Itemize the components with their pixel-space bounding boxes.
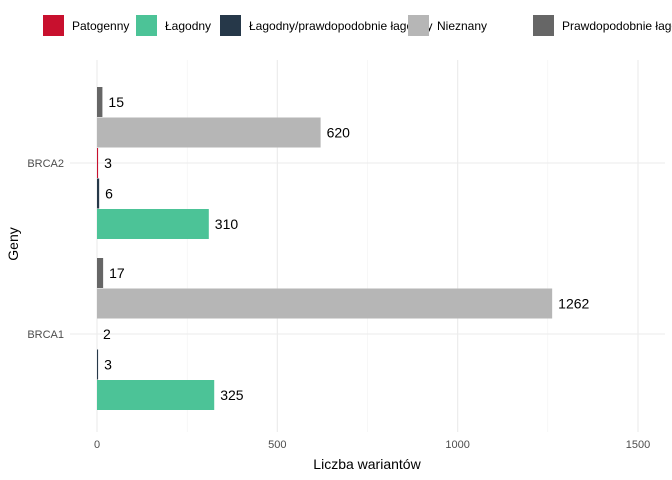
bar-brca2-patogenny <box>97 148 99 178</box>
bars <box>97 87 553 410</box>
legend-label-lagodny: Łagodny <box>165 19 211 33</box>
data-label-brca2-patogenny: 3 <box>104 155 112 171</box>
data-labels: 325 3 2 1262 17 310 6 3 620 15 <box>103 94 590 403</box>
bar-brca1-lagodny <box>97 380 215 410</box>
y-axis-title: Geny <box>5 227 21 260</box>
legend-item-lagodny-prawdopodobnie-lagodny: Łagodny/prawdopodobnie łagodny <box>220 15 433 36</box>
legend-item-prawdopodobnie-lagodny: Prawdopodobnie łagodny <box>533 15 672 36</box>
data-label-brca2-lagodny: 310 <box>215 216 239 232</box>
legend-item-nieznany: Nieznany <box>408 15 487 36</box>
bar-brca1-nieznany <box>97 288 553 319</box>
legend: Patogenny Łagodny Łagodny/prawdopodobnie ł… <box>43 15 672 36</box>
y-tick-label-brca1: BRCA1 <box>27 329 64 341</box>
y-tick-label-brca2: BRCA2 <box>27 158 64 170</box>
legend-label-prawdopodobnie-lagodny: Prawdopodobnie łagodny <box>562 19 672 33</box>
legend-label-lagodny-prawdopodobnie-lagodny: Łagodny/prawdopodobnie łagodny <box>249 19 433 33</box>
legend-key-lagodny <box>136 15 157 36</box>
bar-brca2-lagodny-prawdopodobnie-lagodny <box>97 178 100 209</box>
x-axis-title: Liczba wariantów <box>313 456 421 472</box>
legend-key-lagodny-prawdopodobnie-lagodny <box>220 15 241 36</box>
data-label-brca1-prawdopodobnie-lagodny: 17 <box>109 265 125 281</box>
x-tick-label: 1000 <box>445 439 469 451</box>
legend-item-lagodny: Łagodny <box>136 15 211 36</box>
data-label-brca2-nieznany: 620 <box>327 125 351 141</box>
data-label-brca1-lagodny-prawdopodobnie-lagodny: 3 <box>104 357 112 373</box>
x-axis-ticks: 0 500 1000 1500 <box>94 439 650 451</box>
data-label-brca1-lagodny: 325 <box>220 387 244 403</box>
legend-key-nieznany <box>408 15 429 36</box>
legend-label-nieznany: Nieznany <box>437 19 487 33</box>
bar-brca2-prawdopodobnie-lagodny <box>97 87 103 117</box>
legend-label-patogenny: Patogenny <box>72 19 129 33</box>
bar-brca1-lagodny-prawdopodobnie-lagodny <box>97 349 99 380</box>
x-tick-label: 500 <box>268 439 286 451</box>
y-axis-ticks: BRCA1 BRCA2 <box>27 158 64 341</box>
gridlines <box>70 60 665 432</box>
data-label-brca1-nieznany: 1262 <box>558 296 589 312</box>
bar-brca1-prawdopodobnie-lagodny <box>97 258 104 288</box>
legend-key-patogenny <box>43 15 64 36</box>
data-label-brca2-prawdopodobnie-lagodny: 15 <box>108 94 124 110</box>
legend-key-prawdopodobnie-lagodny <box>533 15 554 36</box>
data-label-brca2-lagodny-prawdopodobnie-lagodny: 6 <box>105 186 113 202</box>
bar-brca2-nieznany <box>97 117 321 148</box>
x-tick-label: 1500 <box>626 439 650 451</box>
bar-brca2-lagodny <box>97 209 209 239</box>
legend-item-patogenny: Patogenny <box>43 15 129 36</box>
x-tick-label: 0 <box>94 439 100 451</box>
data-label-brca1-patogenny: 2 <box>103 326 111 342</box>
